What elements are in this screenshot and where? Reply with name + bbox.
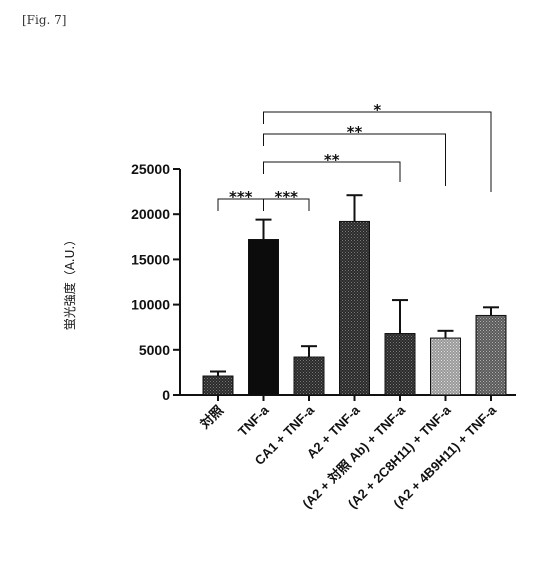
significance-label: ** xyxy=(324,151,340,169)
y-axis-label: 蛍光強度（A.U.） xyxy=(62,234,77,330)
x-tick-labels: 対照TNF-aCA1 + TNF-aA2 + TNF-a(A2 + 対照 Ab)… xyxy=(196,402,499,511)
bar xyxy=(476,315,506,395)
bar xyxy=(431,338,461,395)
significance-label: *** xyxy=(229,188,253,206)
y-tick-label: 25000 xyxy=(131,161,170,177)
y-tick-label: 15000 xyxy=(131,251,170,267)
x-tick-label: TNF-a xyxy=(235,402,272,439)
significance-bracket xyxy=(264,112,492,192)
bar xyxy=(294,357,324,395)
bar xyxy=(385,334,415,395)
y-tick-label: 0 xyxy=(162,387,170,403)
significance-label: * xyxy=(373,101,381,119)
significance-label: *** xyxy=(274,188,298,206)
y-tick-label: 5000 xyxy=(139,342,170,358)
significance-bracket xyxy=(264,134,446,186)
significance-label: ** xyxy=(347,123,363,141)
bar xyxy=(340,221,370,395)
bars xyxy=(203,221,506,395)
bar xyxy=(203,376,233,395)
y-tick-label: 10000 xyxy=(131,297,170,313)
bar xyxy=(249,240,279,395)
y-tick-label: 20000 xyxy=(131,206,170,222)
x-tick-label: 対照 xyxy=(196,403,226,433)
